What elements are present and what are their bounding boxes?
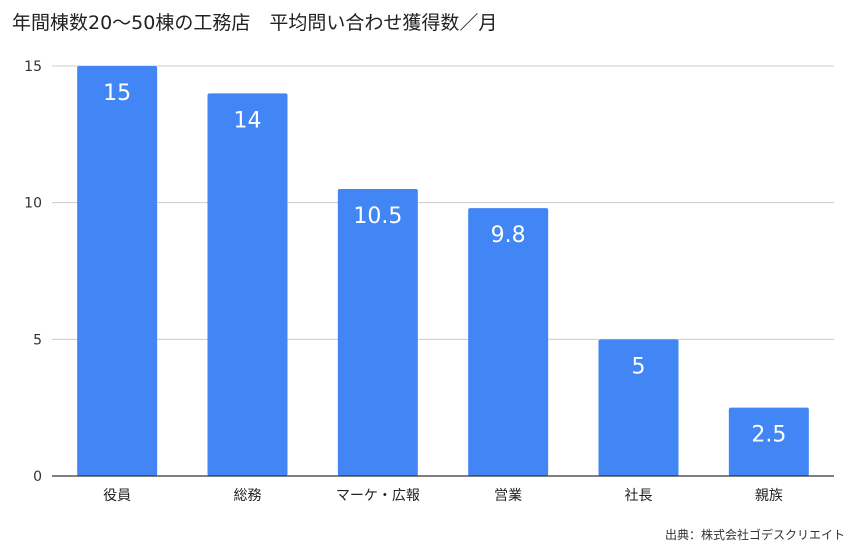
x-category-label: 営業	[494, 488, 522, 504]
data-label: 2.5	[751, 423, 786, 448]
data-label: 10.5	[353, 204, 402, 229]
data-labels: 15 14 10.5 9.8 5 2.5	[103, 81, 786, 448]
x-category-label: 総務	[234, 488, 262, 504]
bar	[598, 339, 679, 476]
data-label: 9.8	[491, 223, 526, 248]
x-axis-categories: 役員 総務 マーケ・広報 営業 社長 親族	[103, 488, 783, 504]
bar	[468, 208, 549, 476]
bar	[207, 93, 288, 476]
y-tick-label: 5	[33, 332, 42, 348]
y-tick-label: 15	[24, 59, 42, 75]
bars	[77, 66, 809, 476]
y-tick-label: 0	[33, 469, 42, 485]
x-category-label: マーケ・広報	[336, 488, 420, 504]
y-tick-label: 10	[24, 196, 42, 212]
bar	[728, 407, 809, 476]
data-label: 5	[632, 354, 646, 379]
chart-title: 年間棟数20～50棟の工務店 平均問い合わせ獲得数／月	[12, 12, 498, 34]
y-axis-ticks: 0 5 10 15	[24, 59, 42, 485]
bar	[77, 66, 158, 476]
data-label: 14	[234, 108, 262, 133]
x-category-label: 役員	[103, 488, 131, 504]
source-note: 出典：株式会社ゴデスクリエイト	[664, 528, 845, 542]
bar	[337, 189, 418, 476]
x-category-label: 社長	[625, 488, 653, 504]
x-category-label: 親族	[755, 488, 783, 504]
gridlines	[52, 65, 834, 340]
data-label: 15	[103, 81, 131, 106]
